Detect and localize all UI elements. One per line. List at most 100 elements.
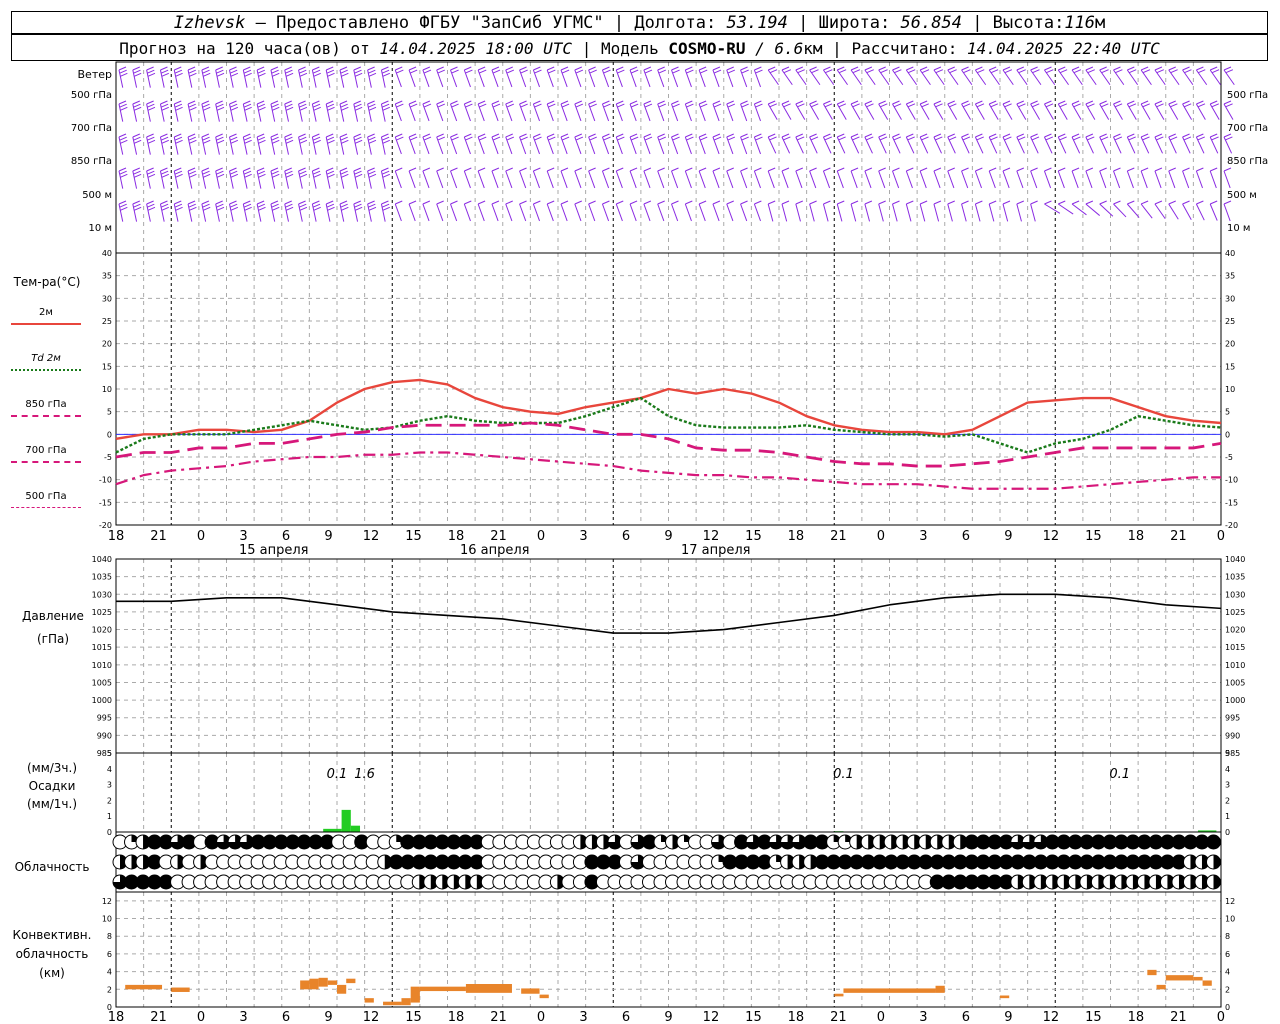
wind-barb [1085, 66, 1097, 86]
wind-barb [118, 100, 128, 122]
wind-barb-feather [1099, 66, 1107, 71]
wind-barb-feather [629, 200, 638, 205]
temp-xtick: 21 [150, 529, 167, 544]
temp-ytick-right: 15 [1225, 362, 1235, 371]
wind-barb-staff [864, 170, 872, 189]
temp-ytick-right: 30 [1225, 294, 1235, 303]
wind-barb-feather [133, 136, 141, 141]
conv-ytick-left: 2 [107, 985, 112, 994]
wind-barb [284, 167, 294, 189]
wind-barb-staff [767, 170, 775, 189]
wind-barb-feather [299, 203, 307, 208]
pressure-ytick-left: 1010 [92, 661, 112, 670]
wind-barb-feather [354, 72, 363, 77]
wind-barb [1168, 167, 1176, 189]
wind-level-500m: 500 м [82, 190, 112, 201]
wind-barb [132, 200, 142, 222]
wind-barb [919, 133, 929, 154]
wind-barb [477, 100, 487, 122]
cloud-cell [1205, 854, 1221, 870]
wind-barb [671, 66, 680, 88]
wind-barb-feather [505, 66, 513, 71]
wind-barb-feather [893, 136, 902, 141]
wind-barb [988, 200, 997, 222]
wind-barb-staff [823, 69, 835, 86]
wind-barb [988, 100, 999, 120]
wind-barb-staff [1002, 136, 1012, 154]
wind-barb-feather [947, 133, 955, 138]
temp-xtick: 9 [324, 529, 332, 544]
wind-barb-feather [658, 136, 666, 141]
wind-barb-feather [368, 139, 377, 144]
wind-barb-staff [1099, 170, 1107, 189]
wind-barb [339, 167, 349, 189]
wind-barb-staff [1044, 203, 1061, 214]
wind-barb-feather [382, 173, 390, 178]
wind-barb-feather [810, 136, 819, 141]
wind-barb-feather [492, 69, 501, 74]
wind-barb-feather [437, 69, 445, 74]
wind-barb-feather [1018, 69, 1026, 74]
wind-barb-staff [491, 203, 499, 222]
wind-barb [311, 200, 321, 222]
wind-barb-staff [1002, 203, 1009, 222]
wind-barb [822, 133, 833, 154]
wind-barb-feather [519, 133, 527, 138]
wind-barb-feather [685, 133, 693, 138]
wind-barb [988, 167, 997, 189]
wind-barb-feather [575, 136, 584, 141]
wind-barb-feather [603, 136, 611, 141]
temp-xtick: 12 [703, 529, 720, 544]
temp-xtick: 12 [1043, 529, 1060, 544]
wind-barb-feather [892, 133, 900, 138]
wind-barb [463, 167, 472, 189]
wind-barb-feather [1032, 103, 1040, 108]
wind-barb [1030, 100, 1041, 120]
wind-barb-feather [325, 100, 334, 105]
wind-barb [850, 200, 859, 222]
wind-barb-staff [408, 170, 416, 189]
wind-barb [159, 167, 169, 189]
wind-barb-feather [546, 66, 555, 71]
header-line-1: Izhevsk – Предоставлено ФГБУ "ЗапСиб УГМ… [11, 11, 1268, 34]
wind-barb-feather [1101, 103, 1109, 108]
wind-barb-staff [1030, 103, 1041, 120]
wind-barb-feather [243, 133, 251, 138]
wind-barb-feather [589, 136, 597, 141]
wind-barb [1195, 200, 1205, 221]
wind-barb-feather [120, 139, 128, 144]
wind-barb [270, 133, 280, 155]
conv-xtick: 3 [919, 1010, 927, 1024]
wind-barb-feather [588, 133, 596, 138]
conv-xtick: 12 [1043, 1010, 1060, 1024]
temp-xtick: 6 [622, 529, 630, 544]
wind-barb-staff [671, 203, 679, 222]
wind-barb-feather [256, 167, 265, 172]
wind-barb-staff [974, 69, 987, 86]
wind-barb-feather [781, 100, 790, 105]
wind-barb-feather [809, 167, 817, 172]
wind-barb-feather [312, 66, 320, 71]
wind-barb-feather [340, 103, 348, 108]
wind-barb [491, 133, 501, 155]
wind-barb-staff [684, 170, 692, 189]
wind-barb [1154, 66, 1166, 86]
wind-barb-feather [1073, 69, 1082, 74]
wind-barb-feather [574, 100, 583, 105]
wind-barb-feather [174, 203, 183, 208]
wind-barb [187, 167, 197, 189]
wind-barb [753, 100, 763, 122]
wind-barb-feather [285, 69, 293, 74]
wind-barb [1071, 167, 1080, 189]
wind-barb-staff [850, 103, 861, 120]
wind-barb-feather [423, 136, 432, 141]
wind-barb-staff [1223, 69, 1235, 86]
wind-barb-feather [395, 133, 403, 138]
wind-barb-feather [189, 173, 197, 178]
temp-xtick: 21 [490, 529, 507, 544]
wind-barb-staff [1168, 69, 1180, 86]
temp-xtick: 3 [919, 529, 927, 544]
wind-barb-feather [312, 133, 320, 138]
wind-barb-feather [312, 136, 321, 141]
wind-barb-feather [1059, 103, 1068, 108]
